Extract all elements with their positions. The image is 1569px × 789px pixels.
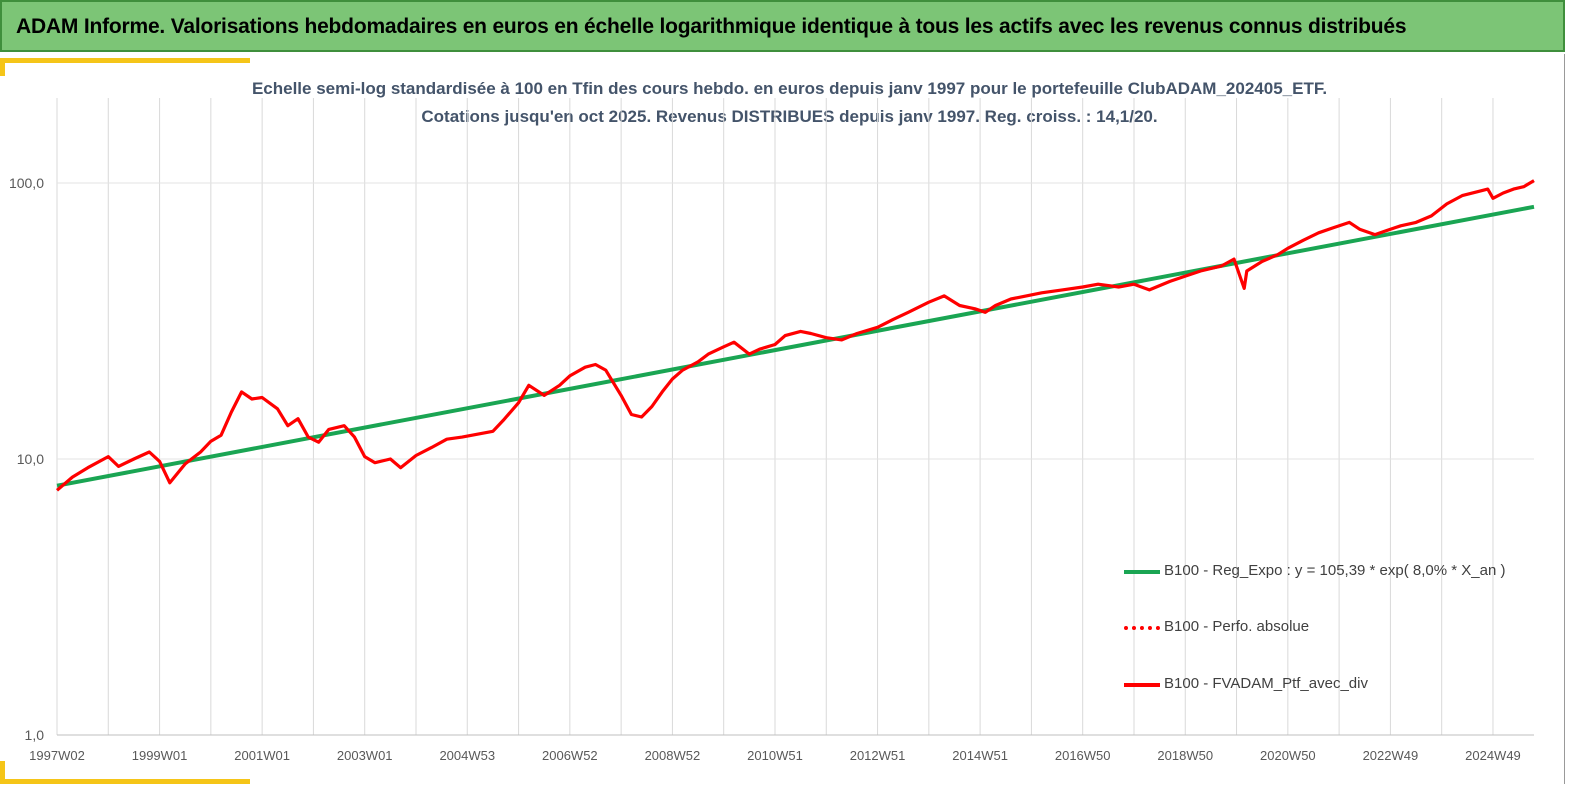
x-tick-label: 1999W01 — [132, 748, 188, 763]
portfolio-line — [55, 179, 1535, 492]
legend-swatch-red-dotted — [1124, 626, 1160, 630]
x-tick-label: 2018W50 — [1157, 748, 1213, 763]
x-tick-label: 2001W01 — [234, 748, 290, 763]
x-tick-label: 2016W50 — [1055, 748, 1111, 763]
x-tick-label: 2010W51 — [747, 748, 803, 763]
y-tick-label: 100,0 — [9, 175, 44, 191]
regression-line — [56, 204, 1535, 488]
x-tick-label: 2003W01 — [337, 748, 393, 763]
legend-label-regression: B100 - Reg_Expo : y = 105,39 * exp( 8,0%… — [1164, 562, 1506, 579]
x-tick-label: 2006W52 — [542, 748, 598, 763]
x-tick-label: 2020W50 — [1260, 748, 1316, 763]
x-tick-label: 2022W49 — [1363, 748, 1419, 763]
series-lines — [55, 179, 1535, 492]
banner-title: ADAM Informe. Valorisations hebdomadaire… — [16, 15, 1407, 38]
corner-accent-top-left — [0, 58, 250, 63]
y-axis-tick-labels: 1,0 10,0 100,0 — [9, 175, 44, 743]
legend-label-portfolio: B100 - FVADAM_Ptf_avec_div — [1164, 675, 1368, 692]
x-tick-label: 2014W51 — [952, 748, 1008, 763]
chart-title-line1: Echelle semi-log standardisée à 100 en T… — [251, 79, 1328, 98]
x-tick-label: 1997W02 — [29, 748, 85, 763]
corner-accent-bottom-left-vertical — [0, 761, 5, 783]
gridlines — [56, 98, 1534, 736]
legend-swatch-red-line — [1124, 683, 1160, 687]
x-tick-label: 2004W53 — [439, 748, 495, 763]
corner-accent-top-left-vertical — [0, 58, 5, 76]
corner-accent-bottom-left — [0, 779, 250, 784]
legend-swatch-green-line — [1124, 570, 1160, 574]
y-tick-label: 10,0 — [17, 451, 44, 467]
header-banner: ADAM Informe. Valorisations hebdomadaire… — [0, 0, 1565, 52]
y-tick-label: 1,0 — [25, 727, 45, 743]
x-tick-label: 2024W49 — [1465, 748, 1521, 763]
x-tick-label: 2012W51 — [850, 748, 906, 763]
x-tick-label: 2008W52 — [645, 748, 701, 763]
chart-title-line2: Cotations jusqu'en oct 2025. Revenus DIS… — [421, 107, 1158, 126]
x-axis-tick-labels: 1997W02 1999W01 2001W01 2003W01 2004W53 2006W… — [29, 748, 1521, 763]
legend-label-perfo-absolue: B100 - Perfo. absolue — [1164, 618, 1310, 635]
chart-frame-border — [1564, 54, 1565, 784]
